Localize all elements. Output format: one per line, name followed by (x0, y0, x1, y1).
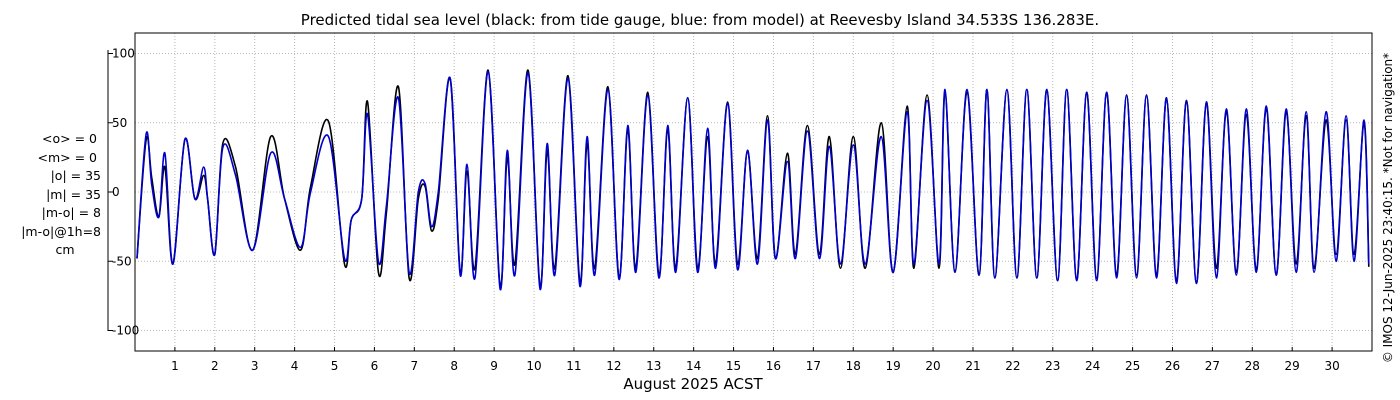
stat-line: |m-o| = 8 (42, 205, 101, 220)
x-tick-label: 7 (411, 359, 419, 373)
chart-title: Predicted tidal sea level (black: from t… (301, 11, 1099, 29)
x-tick-label: 19 (886, 359, 901, 373)
y-tick-label: -50 (112, 254, 132, 268)
x-tick-label: 5 (331, 359, 339, 373)
x-tick-label: 9 (490, 359, 498, 373)
series-line-model (136, 70, 1370, 291)
y-tick-label: 50 (112, 116, 127, 130)
x-tick-label: 25 (1125, 359, 1140, 373)
x-tick-label: 17 (806, 359, 821, 373)
x-tick-label: 6 (371, 359, 379, 373)
plot-frame (134, 32, 1373, 352)
x-axis: 1 2 3 4 5 6 7 8 9 10 11 12 13 14 15 16 17 18 19 20 21 22 23 24 2… (171, 347, 1340, 373)
stat-line: <o> = 0 (42, 131, 97, 146)
y-tick-label: 100 (112, 47, 135, 61)
x-tick-label: 16 (766, 359, 781, 373)
x-tick-label: 10 (526, 359, 541, 373)
stat-line: cm (55, 242, 74, 257)
stat-line: <m> = 0 (38, 150, 98, 165)
stats-box: <o> = 0 <m> = 0 |o| = 35 |m| = 35 |m-o| = 8 |… (21, 131, 101, 257)
x-tick-label: 22 (1005, 359, 1020, 373)
plot-lines (136, 69, 1370, 291)
x-tick-label: 26 (1165, 359, 1180, 373)
x-tick-label: 21 (965, 359, 980, 373)
x-tick-label: 2 (211, 359, 219, 373)
x-tick-label: 24 (1085, 359, 1100, 373)
x-tick-label: 13 (646, 359, 661, 373)
x-tick-label: 20 (925, 359, 940, 373)
x-tick-label: 30 (1324, 359, 1339, 373)
y-axis: -100 -50 0 50 100 (108, 47, 139, 338)
x-tick-label: 4 (291, 359, 299, 373)
copyright-note: © IMOS 12-Jun-2025 23:40:15. *Not for na… (1381, 53, 1395, 363)
x-tick-label: 12 (606, 359, 621, 373)
x-tick-label: 29 (1285, 359, 1300, 373)
x-tick-label: 28 (1245, 359, 1260, 373)
x-tick-label: 8 (450, 359, 458, 373)
x-tick-label: 18 (846, 359, 861, 373)
grid (135, 33, 1372, 351)
x-axis-label: August 2025 ACST (623, 375, 763, 393)
y-tick-label: 0 (112, 185, 120, 199)
x-tick-label: 3 (251, 359, 259, 373)
stat-line: |m-o|@1h=8 (21, 224, 101, 239)
y-tick-label: -100 (112, 324, 139, 338)
x-tick-label: 27 (1205, 359, 1220, 373)
x-tick-label: 23 (1045, 359, 1060, 373)
x-tick-label: 1 (171, 359, 179, 373)
stat-line: |m| = 35 (46, 187, 101, 202)
series-line-gauge (136, 69, 1370, 288)
x-tick-label: 15 (726, 359, 741, 373)
x-tick-label: 11 (566, 359, 581, 373)
stat-line: |o| = 35 (51, 168, 101, 183)
x-tick-label: 14 (686, 359, 701, 373)
